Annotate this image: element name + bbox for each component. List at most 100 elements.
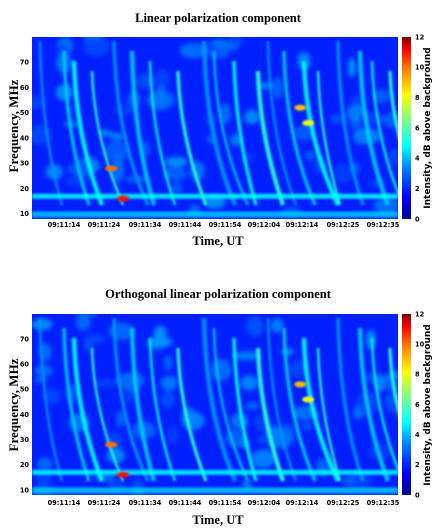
x-tick-label: 09:11:24 xyxy=(88,221,121,229)
chart-title: Linear polarization component xyxy=(135,11,302,25)
background-mottle xyxy=(153,325,167,340)
background-mottle xyxy=(76,314,91,331)
background-mottle xyxy=(43,388,61,404)
y-tick-label: 20 xyxy=(20,185,30,193)
background-mottle xyxy=(170,182,183,194)
y-tick-label: 60 xyxy=(20,84,30,92)
panel-orthogonal: Orthogonal linear polarization component… xyxy=(6,287,433,527)
drift-stripe xyxy=(212,327,250,482)
y-axis-label: Frequency, MHz xyxy=(6,358,21,451)
colorbar-tick-label: 10 xyxy=(415,340,425,348)
drift-stripe xyxy=(62,50,91,206)
drift-stripe xyxy=(301,337,341,482)
colorbar-label: Intensity, dB above background xyxy=(423,47,433,208)
colorbar-tick-label: 0 xyxy=(415,215,420,223)
background-mottle xyxy=(116,410,125,428)
drift-stripe xyxy=(38,317,64,482)
background-mottle xyxy=(83,37,110,57)
x-tick-label: 09:12:04 xyxy=(248,499,281,507)
drift-stripe xyxy=(129,327,157,482)
x-tick-label: 09:12:04 xyxy=(248,221,281,229)
y-tick-label: 40 xyxy=(20,411,30,419)
background-mottle xyxy=(221,42,239,51)
background-mottle xyxy=(32,95,45,110)
y-tick-label: 10 xyxy=(20,210,30,218)
background-mottle xyxy=(164,156,188,167)
drift-stripe xyxy=(282,327,317,482)
background-mottle xyxy=(84,334,105,344)
colorbar-tick-label: 4 xyxy=(415,155,420,163)
spectrogram xyxy=(32,314,398,495)
drift-stripe xyxy=(301,60,341,206)
colorbar-tick-label: 6 xyxy=(415,124,420,132)
panel-linear: Linear polarization component 1020304050… xyxy=(6,11,433,248)
drift-stripe xyxy=(388,347,398,416)
emission-hot-spot xyxy=(302,396,315,403)
drift-stripe xyxy=(90,347,125,482)
colorbar-tick-labels: 0 2 4 6 8 10 12 xyxy=(415,33,425,223)
background-mottle xyxy=(294,125,314,141)
colorbar-tick-label: 6 xyxy=(415,401,420,409)
drift-stripe xyxy=(316,347,342,482)
drift-stripe xyxy=(129,50,157,206)
chart-title: Orthogonal linear polarization component xyxy=(105,287,332,301)
background-mottle xyxy=(246,316,265,337)
colorbar-tick-label: 4 xyxy=(415,431,420,439)
drift-stripe xyxy=(62,327,91,482)
drift-stripe xyxy=(336,40,365,206)
x-tick-label: 09:12:35 xyxy=(367,221,400,229)
background-mottle xyxy=(270,318,284,333)
drift-stripe xyxy=(176,347,208,482)
drift-stripe xyxy=(336,317,365,482)
x-tick-label: 09:11:44 xyxy=(169,499,202,507)
background-mottle xyxy=(341,475,357,487)
background-mottle xyxy=(163,166,188,181)
background-mottle xyxy=(302,421,312,431)
emission-hot-spot xyxy=(117,471,130,478)
colorbar-tick-label: 8 xyxy=(415,94,420,102)
background-mottle xyxy=(179,43,207,59)
emission-band xyxy=(32,469,398,475)
y-tick-label: 50 xyxy=(20,109,30,117)
y-tick-label: 10 xyxy=(20,486,30,494)
drift-stripe xyxy=(148,60,177,206)
drift-stripe xyxy=(232,337,258,482)
drift-stripe xyxy=(38,40,64,206)
background-mottle xyxy=(230,134,241,147)
x-axis-label: Time, UT xyxy=(192,513,244,527)
colorbar: 0 2 4 6 8 10 12 Intensity, dB above background xyxy=(402,310,433,499)
y-tick-label: 40 xyxy=(20,134,30,142)
background-mottle xyxy=(297,51,311,71)
drift-stripe xyxy=(255,70,286,206)
background-mottle xyxy=(232,351,260,361)
background-mottle xyxy=(82,37,103,41)
background-mottle xyxy=(146,336,173,348)
drift-stripe xyxy=(255,347,286,482)
background-mottle xyxy=(237,153,256,162)
emission-hot-spot xyxy=(105,165,118,172)
x-tick-label: 09:11:44 xyxy=(169,221,202,229)
colorbar-label: Intensity, dB above background xyxy=(423,324,433,485)
drift-stripe xyxy=(201,317,238,482)
background-mottle xyxy=(251,449,276,469)
background-mottle xyxy=(245,401,259,410)
drift-stripe xyxy=(176,70,208,206)
y-tick-label: 60 xyxy=(20,361,30,369)
x-tick-label: 09:11:14 xyxy=(48,221,81,229)
emission-hot-spot xyxy=(302,119,315,126)
background-mottle xyxy=(167,426,179,445)
emission-band xyxy=(32,487,398,494)
background-mottle xyxy=(160,375,178,391)
emission-hot-spot xyxy=(294,381,307,388)
colorbar-tick-label: 12 xyxy=(415,310,425,318)
background-mottle xyxy=(155,69,170,89)
x-tick-label: 09:11:34 xyxy=(129,499,162,507)
emission-band xyxy=(32,193,398,199)
colorbar: 0 2 4 6 8 10 12 Intensity, dB above background xyxy=(402,33,433,223)
colorbar-tick-label: 10 xyxy=(415,64,425,72)
y-tick-label: 30 xyxy=(20,436,30,444)
x-axis-label: Time, UT xyxy=(192,234,244,248)
background-mottle xyxy=(163,355,173,371)
background-mottle xyxy=(34,376,47,383)
